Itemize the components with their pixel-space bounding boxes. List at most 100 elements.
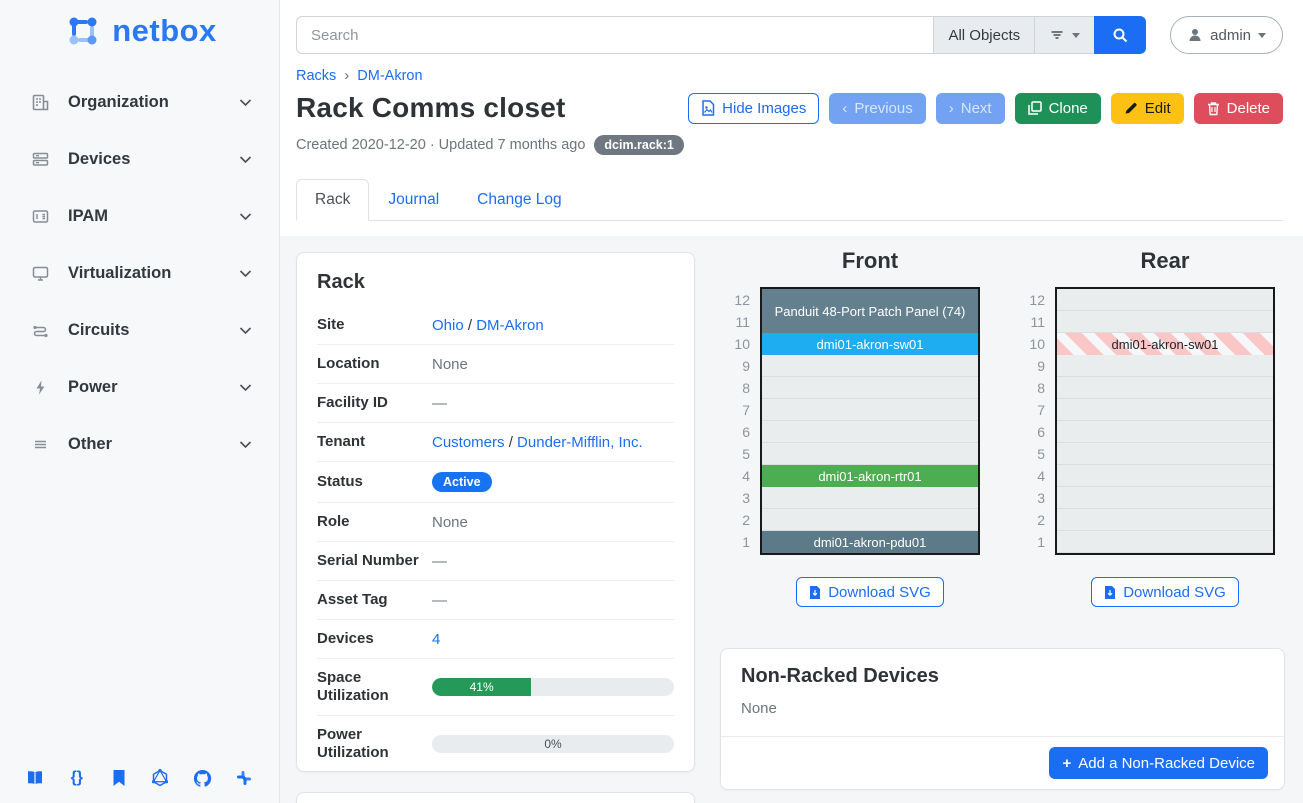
rack-unit-slot[interactable] (762, 399, 978, 421)
rack-group-link[interactable]: DM-Akron (476, 316, 544, 334)
next-label: Next (960, 99, 992, 117)
rack-unit-slot[interactable] (1057, 443, 1273, 465)
unit-number: 6 (742, 424, 750, 440)
hide-images-button[interactable]: Hide Images (688, 92, 820, 124)
devices-count-link[interactable]: 4 (432, 630, 441, 648)
copy-icon (1027, 101, 1042, 115)
tab-rack[interactable]: Rack (296, 179, 370, 221)
object-type-label: All Objects (948, 26, 1021, 44)
community-icon[interactable] (233, 767, 255, 789)
api-docs-bookmark-icon[interactable] (108, 767, 130, 789)
search-button[interactable] (1094, 16, 1147, 54)
github-icon[interactable] (191, 767, 213, 789)
rack-device[interactable]: dmi01-akron-rtr01 (762, 465, 978, 487)
ip-address-icon (30, 207, 50, 227)
info-row-role: Role None (317, 503, 674, 542)
rack-unit-slot[interactable] (1057, 487, 1273, 509)
sidebar-item-label: Devices (68, 150, 131, 168)
graphql-icon[interactable] (149, 767, 171, 789)
power-utilization-label: Power Utilization (317, 726, 389, 761)
power-utilization-value: 0% (544, 737, 562, 751)
info-row-facility-id: Facility ID — (317, 384, 674, 423)
rear-unit-numbers: 12 11 10 9 8 7 6 5 4 3 2 1 (1017, 287, 1045, 555)
rack-unit-slot[interactable] (1057, 377, 1273, 399)
header-actions: Hide Images ‹ Previous › Next Clone (688, 92, 1283, 124)
docs-book-icon[interactable] (24, 767, 46, 789)
rack-unit-slot[interactable] (762, 509, 978, 531)
breadcrumb-link-racks[interactable]: Racks (296, 67, 337, 84)
netbox-logo[interactable]: netbox (0, 10, 279, 52)
clone-label: Clone (1048, 99, 1088, 117)
search-filter-button[interactable] (1034, 16, 1095, 54)
tenant-link[interactable]: Dunder-Mifflin, Inc. (517, 433, 643, 451)
unit-number: 5 (1037, 446, 1045, 462)
server-icon (30, 150, 50, 170)
front-rack-frame: Panduit 48-Port Patch Panel (74) dmi01-ak… (760, 287, 980, 555)
rest-api-braces-icon[interactable]: {} (70, 769, 84, 786)
rack-unit-slot[interactable] (1057, 289, 1273, 311)
sidebar-item-power[interactable]: Power (0, 359, 279, 416)
sidebar-item-ipam[interactable]: IPAM (0, 188, 279, 245)
rack-unit-slot[interactable] (1057, 421, 1273, 443)
tab-journal[interactable]: Journal (388, 191, 440, 208)
breadcrumb: Racks › DM-Akron (296, 67, 1283, 84)
sidebar-item-organization[interactable]: Organization (0, 74, 279, 131)
chevron-down-icon (238, 95, 253, 110)
search-input[interactable] (296, 16, 934, 54)
rack-unit-slot[interactable] (1057, 465, 1273, 487)
rack-unit-slot[interactable] (762, 443, 978, 465)
rack-unit-slot[interactable] (1057, 531, 1273, 553)
chevron-down-icon (238, 323, 253, 338)
circuit-icon (30, 321, 50, 341)
breadcrumb-link-dm-akron[interactable]: DM-Akron (357, 67, 423, 84)
rack-unit-slot[interactable] (762, 487, 978, 509)
info-row-status: Status Active (317, 462, 674, 503)
rack-device[interactable]: Panduit 48-Port Patch Panel (74) (762, 289, 978, 333)
clone-button[interactable]: Clone (1014, 92, 1101, 124)
rear-download-svg-button[interactable]: Download SVG (1091, 577, 1239, 607)
unit-number: 12 (734, 292, 750, 308)
edit-button[interactable]: Edit (1110, 92, 1184, 124)
edit-label: Edit (1144, 99, 1171, 117)
netbox-logo-icon (62, 10, 104, 52)
rack-unit-slot[interactable] (1057, 399, 1273, 421)
sidebar-item-virtualization[interactable]: Virtualization (0, 245, 279, 302)
location-label: Location (317, 355, 380, 372)
rack-device[interactable]: dmi01-akron-pdu01 (762, 531, 978, 553)
tab-change-log[interactable]: Change Log (477, 191, 562, 208)
location-value: None (432, 355, 468, 373)
rack-unit-slot[interactable] (1057, 355, 1273, 377)
sidebar-footer: {} (0, 767, 279, 789)
delete-button[interactable]: Delete (1193, 92, 1283, 124)
next-button[interactable]: › Next (935, 92, 1005, 124)
site-link[interactable]: Ohio (432, 316, 464, 334)
rack-device[interactable]: dmi01-akron-sw01 (762, 333, 978, 355)
tenant-group-link[interactable]: Customers (432, 433, 505, 451)
previous-button[interactable]: ‹ Previous (829, 92, 926, 124)
breadcrumb-separator: › (344, 67, 350, 84)
rack-unit-slot[interactable] (1057, 509, 1273, 531)
info-row-tenant: Tenant Customers / Dunder-Mifflin, Inc. (317, 423, 674, 462)
rack-unit-slot[interactable] (762, 421, 978, 443)
chevron-left-icon: ‹ (842, 99, 848, 117)
page-title: Rack Comms closet (296, 92, 566, 123)
object-type-selector[interactable]: All Objects (933, 16, 1035, 54)
sidebar-item-label: Virtualization (68, 264, 172, 282)
devices-label: Devices (317, 630, 374, 647)
unit-number: 10 (1029, 336, 1045, 352)
sidebar-item-other[interactable]: Other (0, 416, 279, 473)
rack-unit-slot[interactable] (762, 377, 978, 399)
asset-tag-value: — (432, 591, 447, 609)
add-non-racked-device-button[interactable]: + Add a Non-Racked Device (1049, 747, 1268, 779)
rack-unit-slot[interactable] (762, 355, 978, 377)
rack-device[interactable]: dmi01-akron-sw01 (1057, 333, 1273, 355)
sidebar-item-circuits[interactable]: Circuits (0, 302, 279, 359)
front-download-svg-button[interactable]: Download SVG (796, 577, 944, 607)
user-menu-button[interactable]: admin (1170, 16, 1283, 54)
sidebar-item-label: Other (68, 435, 113, 453)
sidebar-item-devices[interactable]: Devices (0, 131, 279, 188)
unit-number: 11 (735, 314, 750, 330)
rack-info-panel: Rack Site Ohio / DM-Akron Location None … (296, 252, 695, 772)
asset-tag-label: Asset Tag (317, 591, 388, 608)
rack-unit-slot[interactable] (1057, 311, 1273, 333)
